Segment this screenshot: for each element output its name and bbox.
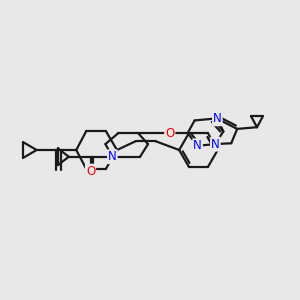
Text: N: N xyxy=(108,150,117,163)
Text: O: O xyxy=(86,165,95,178)
Text: N: N xyxy=(213,112,222,125)
Text: N: N xyxy=(193,139,202,152)
Text: N: N xyxy=(211,138,220,151)
Text: O: O xyxy=(165,127,174,140)
